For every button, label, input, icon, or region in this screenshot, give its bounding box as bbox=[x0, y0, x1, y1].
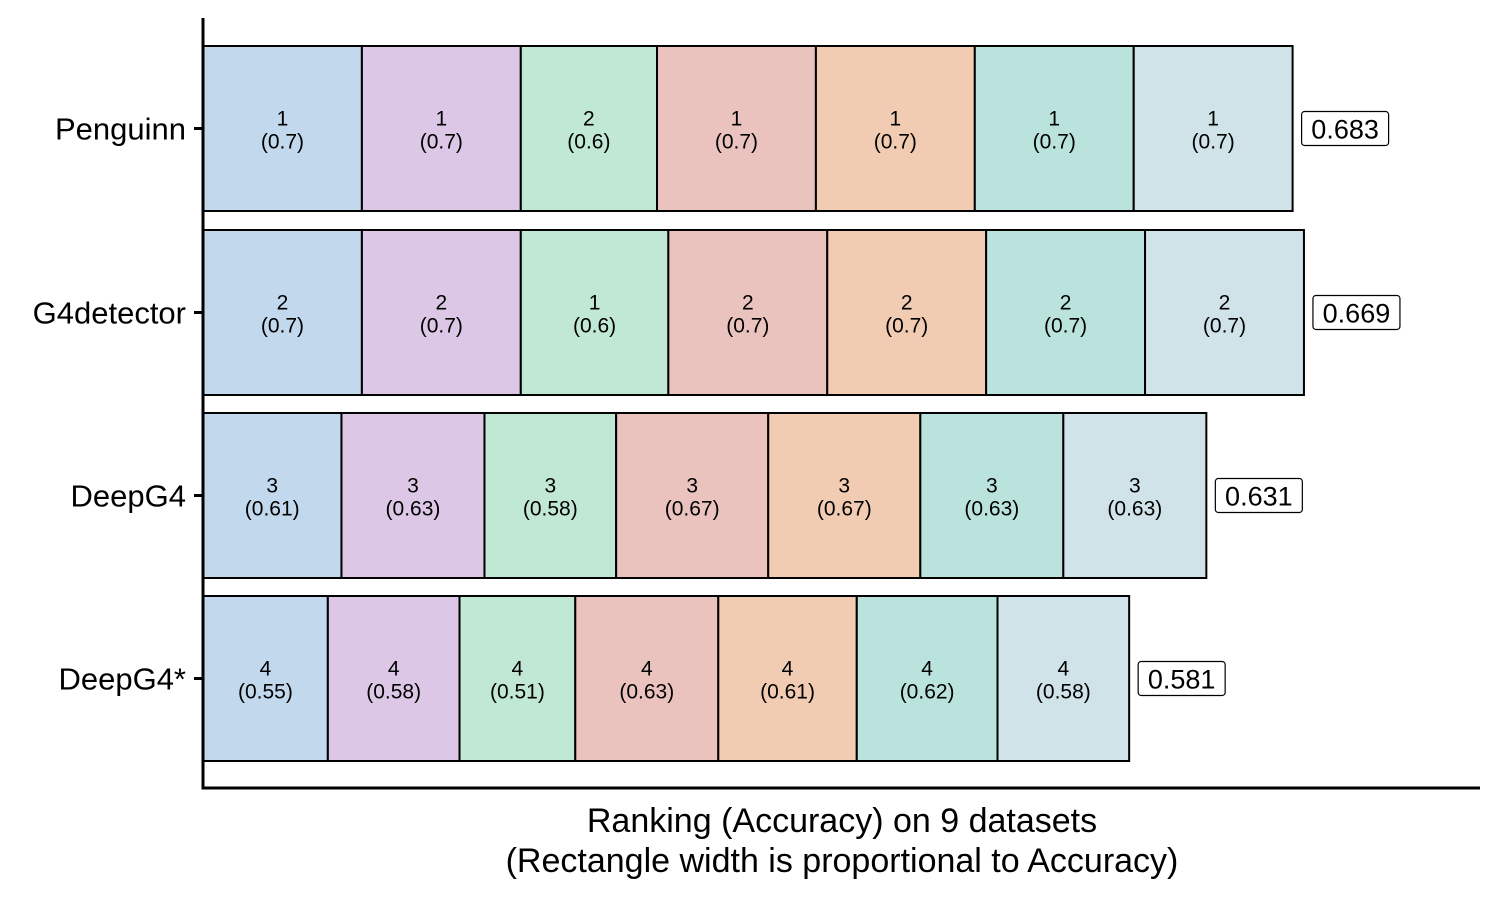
segment-value-label: (0.63) bbox=[619, 681, 674, 704]
segment-value-label: (0.7) bbox=[885, 315, 928, 338]
segment-value-label: (0.7) bbox=[261, 131, 304, 154]
segment-rank-label: 1 bbox=[890, 108, 902, 131]
x-axis-title-line2: (Rectangle width is proportional to Accu… bbox=[506, 842, 1179, 880]
segment-value-label: (0.6) bbox=[567, 131, 610, 154]
segment-rank-label: 4 bbox=[260, 658, 272, 681]
segment-rank-label: 4 bbox=[641, 658, 653, 681]
bar-segment bbox=[360, 229, 522, 396]
segment-rank-label: 2 bbox=[436, 292, 448, 315]
bar-segment bbox=[1144, 229, 1305, 396]
segment-value-label: (0.61) bbox=[245, 498, 300, 521]
segment-rank-label: 1 bbox=[277, 108, 289, 131]
segment-value-label: (0.55) bbox=[238, 681, 293, 704]
segment-rank-label: 2 bbox=[742, 292, 754, 315]
segment-rank-label: 1 bbox=[436, 108, 448, 131]
segment-rank-label: 2 bbox=[901, 292, 913, 315]
bar-segment bbox=[1132, 45, 1294, 212]
total-label: 0.581 bbox=[1148, 665, 1216, 695]
segment-rank-label: 2 bbox=[1060, 292, 1072, 315]
row-label: G4detector bbox=[33, 296, 186, 331]
segment-rank-label: 1 bbox=[1207, 108, 1219, 131]
bar-segment bbox=[202, 412, 343, 579]
row-2: DeepG4 3(0.61)3(0.63)3(0.58)3(0.67)3(0.67… bbox=[71, 412, 1303, 579]
total-label-box bbox=[1137, 660, 1226, 697]
total-label: 0.669 bbox=[1323, 299, 1391, 329]
bar-segment bbox=[483, 412, 618, 579]
segment-value-label: (0.7) bbox=[1033, 131, 1076, 154]
segment-value-label: (0.63) bbox=[1107, 498, 1162, 521]
segment-rank-label: 1 bbox=[589, 292, 601, 315]
bar-segment bbox=[202, 595, 329, 762]
segment-rank-label: 1 bbox=[731, 108, 743, 131]
segment-rank-label: 2 bbox=[583, 108, 595, 131]
segment-value-label: (0.51) bbox=[490, 681, 545, 704]
segment-value-label: (0.63) bbox=[964, 498, 1019, 521]
bar-segment bbox=[996, 595, 1131, 762]
segment-rank-label: 2 bbox=[1219, 292, 1231, 315]
bar-segment bbox=[973, 45, 1135, 212]
bar-segment bbox=[574, 595, 720, 762]
segment-value-label: (0.7) bbox=[715, 131, 758, 154]
segment-rank-label: 3 bbox=[686, 475, 698, 498]
bar-segment bbox=[1062, 412, 1208, 579]
segment-value-label: (0.63) bbox=[386, 498, 441, 521]
total-label-box bbox=[1300, 110, 1390, 147]
segment-rank-label: 4 bbox=[921, 658, 933, 681]
rows-layer: Penguinn 1(0.7)1(0.7)2(0.6)1(0.7)1(0.7)1(… bbox=[33, 45, 1401, 762]
bar-segment bbox=[985, 229, 1147, 396]
bar-segment bbox=[340, 412, 486, 579]
segment-value-label: (0.7) bbox=[420, 131, 463, 154]
segment-value-label: (0.61) bbox=[760, 681, 815, 704]
bar-segment bbox=[767, 412, 922, 579]
segment-rank-label: 4 bbox=[782, 658, 794, 681]
segment-value-label: (0.7) bbox=[1203, 315, 1246, 338]
row-label: DeepG4 bbox=[71, 479, 186, 514]
segment-rank-label: 3 bbox=[838, 475, 850, 498]
segment-rank-label: 4 bbox=[388, 658, 400, 681]
bar-segment bbox=[360, 45, 522, 212]
segment-value-label: (0.7) bbox=[726, 315, 769, 338]
x-axis-title-line1: Ranking (Accuracy) on 9 datasets bbox=[587, 802, 1097, 840]
bar-segment bbox=[615, 412, 770, 579]
segment-rank-label: 3 bbox=[986, 475, 998, 498]
row-label: Penguinn bbox=[55, 112, 186, 147]
row-label: DeepG4* bbox=[58, 662, 186, 697]
bar-segment bbox=[667, 229, 829, 396]
segment-value-label: (0.58) bbox=[1036, 681, 1091, 704]
segment-rank-label: 4 bbox=[1057, 658, 1069, 681]
row-3: DeepG4* 4(0.55)4(0.58)4(0.51)4(0.63)4(0.6… bbox=[58, 595, 1226, 762]
row-1: G4detector 2(0.7)2(0.7)1(0.6)2(0.7)2(0.7)… bbox=[33, 229, 1401, 396]
segment-value-label: (0.7) bbox=[1192, 131, 1235, 154]
segment-rank-label: 3 bbox=[1129, 475, 1141, 498]
bar-segment bbox=[519, 45, 658, 212]
bar-segment bbox=[519, 229, 670, 396]
segment-value-label: (0.6) bbox=[573, 315, 616, 338]
bar-segment bbox=[717, 595, 858, 762]
total-label-box bbox=[1214, 477, 1303, 514]
segment-value-label: (0.58) bbox=[366, 681, 421, 704]
total-label: 0.631 bbox=[1225, 482, 1293, 512]
segment-value-label: (0.7) bbox=[420, 315, 463, 338]
total-label-box bbox=[1312, 294, 1401, 331]
segment-rank-label: 3 bbox=[266, 475, 278, 498]
segment-value-label: (0.62) bbox=[900, 681, 955, 704]
segment-value-label: (0.7) bbox=[874, 131, 917, 154]
segment-rank-label: 3 bbox=[407, 475, 419, 498]
segment-rank-label: 2 bbox=[277, 292, 289, 315]
segment-value-label: (0.7) bbox=[261, 315, 304, 338]
bar-segment bbox=[202, 45, 363, 212]
segment-value-label: (0.67) bbox=[665, 498, 720, 521]
segment-rank-label: 1 bbox=[1048, 108, 1060, 131]
segment-value-label: (0.7) bbox=[1044, 315, 1087, 338]
segment-value-label: (0.58) bbox=[523, 498, 578, 521]
row-0: Penguinn 1(0.7)1(0.7)2(0.6)1(0.7)1(0.7)1(… bbox=[55, 45, 1390, 212]
total-label: 0.683 bbox=[1311, 115, 1379, 145]
segment-rank-label: 3 bbox=[544, 475, 556, 498]
segment-rank-label: 4 bbox=[512, 658, 524, 681]
bar-segment bbox=[458, 595, 577, 762]
segment-value-label: (0.67) bbox=[817, 498, 872, 521]
